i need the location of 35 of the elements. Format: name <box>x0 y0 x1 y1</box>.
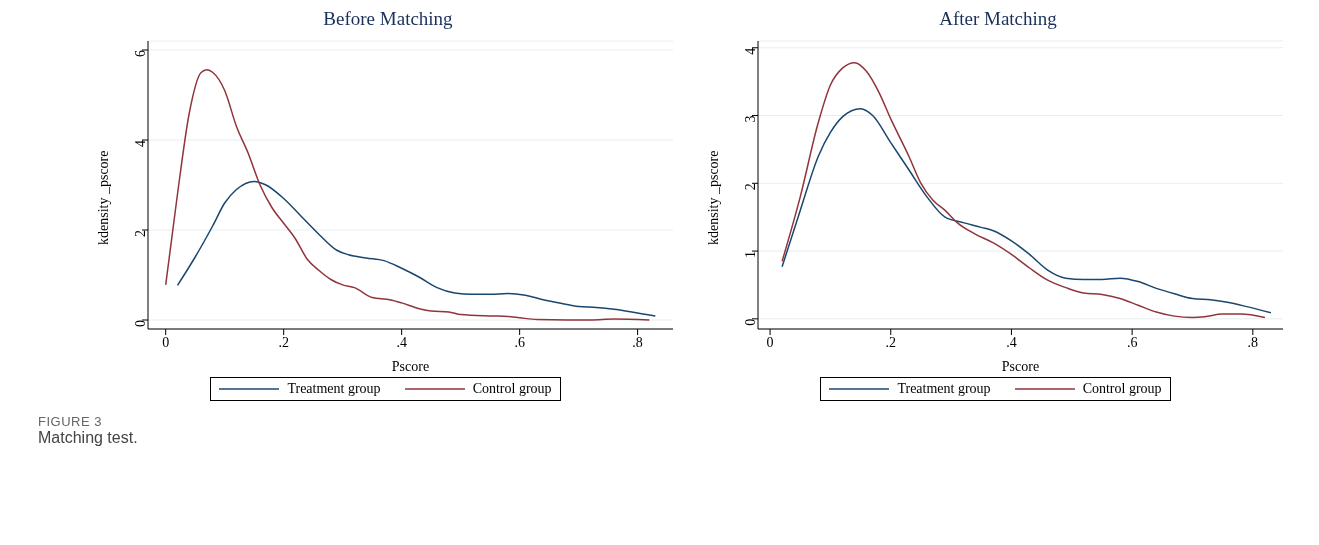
y-axis-title: kdensity _pscore <box>95 150 111 245</box>
x-tick-label: 0 <box>766 334 774 350</box>
x-tick-label: .8 <box>632 334 643 350</box>
y-tick-label: 4 <box>742 47 758 55</box>
chart-title: Before Matching <box>322 8 454 31</box>
line-series <box>164 69 651 321</box>
text: Matching test. <box>38 429 139 447</box>
x-tick-label: .4 <box>1006 334 1017 350</box>
x-tick-label: 0 <box>162 334 170 350</box>
x-tick-label: .8 <box>1247 334 1259 350</box>
legend-label: Control group <box>472 381 552 397</box>
x-tick-label: .2 <box>278 334 289 350</box>
chart-title: After Matching <box>938 8 1058 31</box>
y-axis-title: kdensity _pscore <box>705 150 721 245</box>
line-series <box>176 180 657 317</box>
legend-label: Treatment group <box>897 381 991 397</box>
y-tick-label: 3 <box>742 115 758 123</box>
line-series <box>781 108 1272 314</box>
y-tick-label: 2 <box>132 230 148 237</box>
y-tick-label: 0 <box>132 320 148 327</box>
x-tick-label: .4 <box>396 334 407 350</box>
legend-label: Control group <box>1082 381 1162 397</box>
y-tick-label: 0 <box>742 318 758 326</box>
x-axis-title: Pscore <box>391 359 430 374</box>
x-tick-label: .6 <box>514 334 525 350</box>
y-tick-label: 4 <box>132 140 148 147</box>
y-tick-label: 6 <box>132 50 148 57</box>
line-series <box>781 61 1266 319</box>
legend-label: Treatment group <box>287 381 381 397</box>
y-tick-label: 1 <box>742 251 758 259</box>
y-tick-label: 2 <box>742 183 758 191</box>
caption: FIGURE 3 <box>38 414 103 429</box>
x-tick-label: .2 <box>885 334 897 350</box>
x-tick-label: .6 <box>1126 334 1138 350</box>
x-axis-title: Pscore <box>1001 359 1040 374</box>
